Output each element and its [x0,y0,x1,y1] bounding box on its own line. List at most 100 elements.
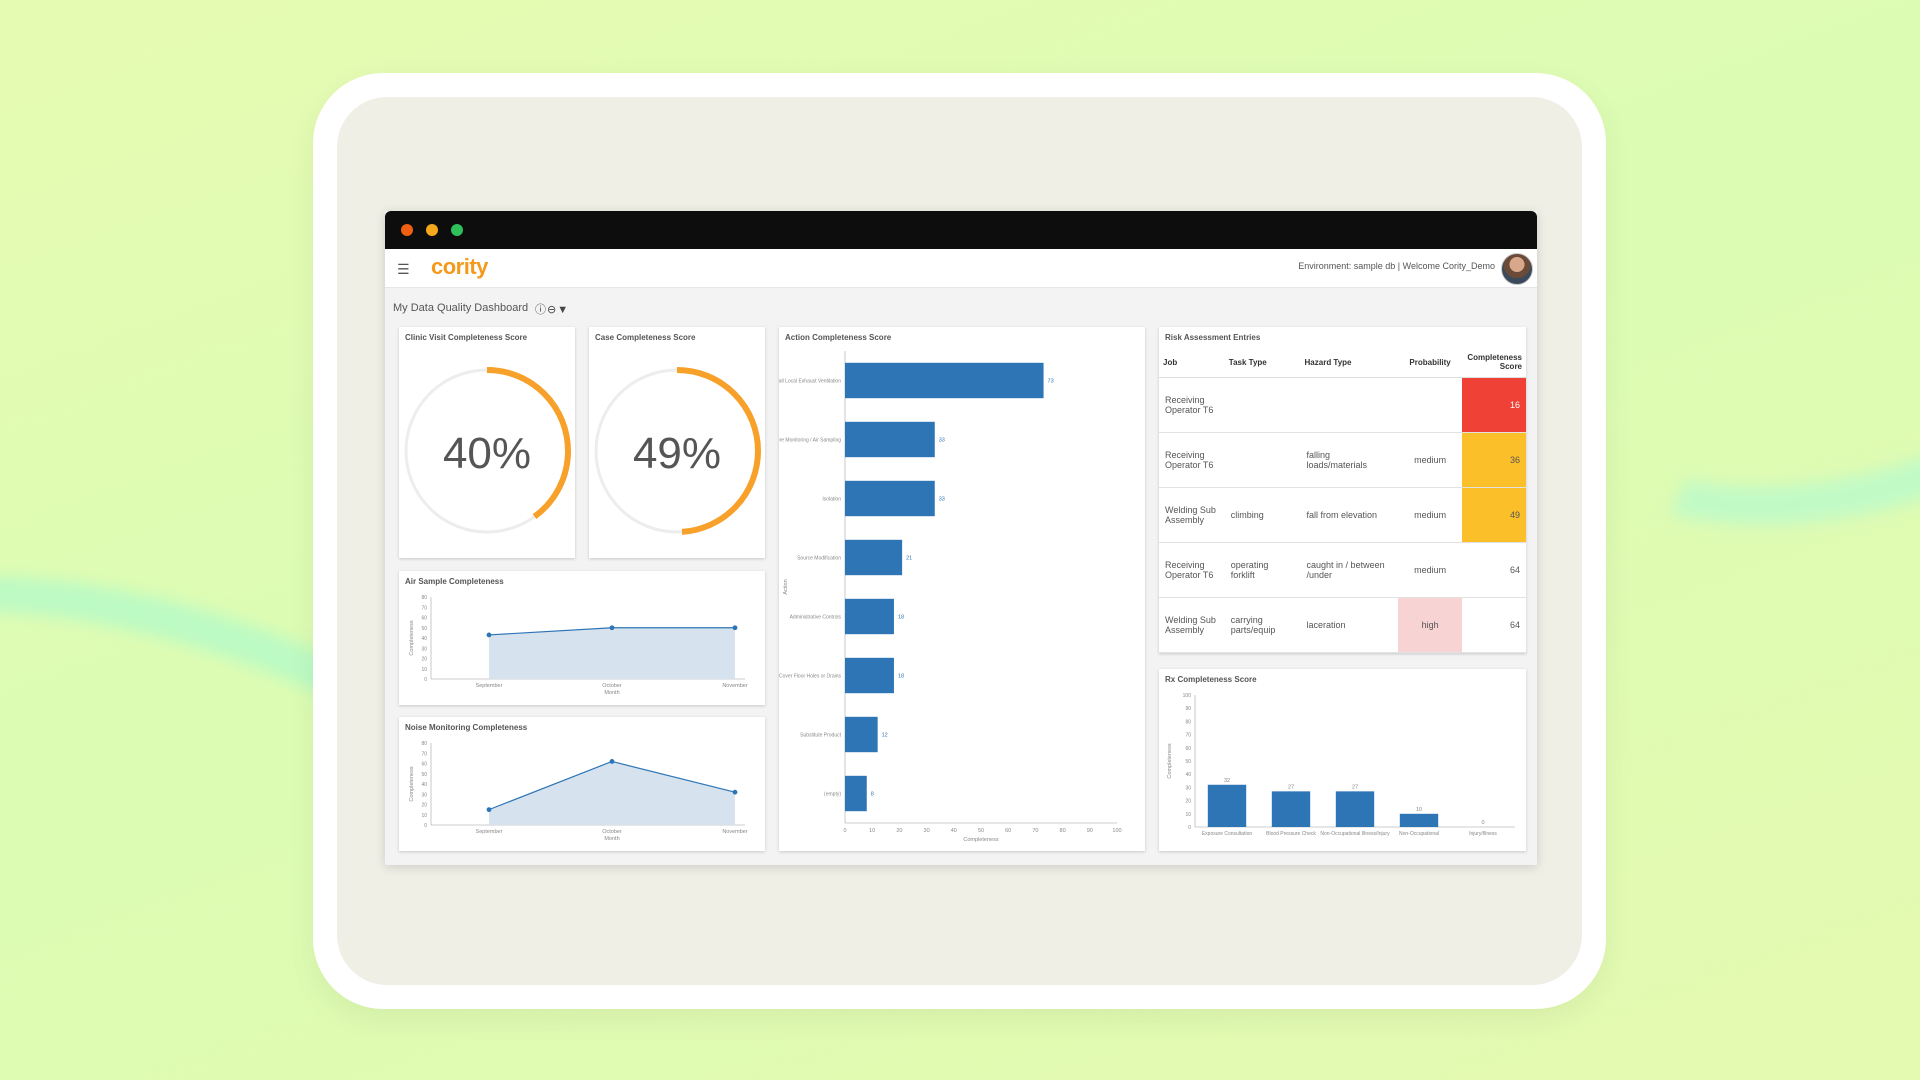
action-chart: 0 10 20 30 40 50 60 70 80 90 100 Completeness Action… [779,351,1122,843]
column-header[interactable]: Hazard Type [1300,347,1399,378]
y-tick-label: 80 [421,595,427,601]
series-area [489,627,735,679]
table-row[interactable]: Receiving Operator T6 operating forklift c… [1159,542,1526,598]
table-cell-task: operating forklift [1224,542,1301,598]
y-tick-label: 0 [1188,825,1191,831]
data-label: 0 [1481,820,1484,826]
y-tick-label: 60 [421,616,427,622]
rx-completeness-card: Rx Completeness Score 0 10 20 30 40 50 60 70 80 9… [1159,669,1526,851]
x-tick-label: 80 [1060,828,1066,834]
air-sample-chart: 0 10 20 30 40 50 60 70 80 September October Novembe… [409,595,748,696]
menu-icon[interactable]: ☰ [397,261,410,277]
gauge-value: 40% [442,429,532,478]
bar [1335,791,1375,827]
app-header: ☰ cority Environment: sample db | Welcom… [385,249,1537,288]
table-cell-probability: medium [1398,542,1462,598]
table-cell-job: Welding Sub Assembly [1159,597,1225,653]
table-cell-score: 16 [1461,377,1526,433]
action-completeness-card: Action Completeness Score 0 10 20 30 40 50 60 7… [779,327,1145,851]
maximize-dot[interactable] [451,224,463,236]
minus-icon[interactable]: ⊖ [547,304,558,316]
table-row[interactable]: Receiving Operator T6 falling loads/mater… [1159,432,1526,488]
gauge-arc [403,367,571,535]
x-tick-label: 0 [843,828,846,834]
data-point [732,625,738,631]
table-cell-probability: medium [1398,487,1462,543]
table-cell-score: 49 [1461,487,1526,543]
column-header[interactable]: Task Type [1224,347,1301,378]
card-title: Case Completeness Score [595,333,696,342]
table-cell-score: 36 [1461,432,1526,488]
x-tick-label: 60 [1005,828,1011,834]
table-row[interactable]: Welding Sub Assembly carrying parts/equip… [1159,597,1526,653]
y-tick-label: 70 [421,751,427,757]
bar [845,657,894,694]
gauge-arc [593,367,761,535]
avatar[interactable] [1501,253,1533,285]
dashboard-toolbar: ⓘ⊖▼ [535,301,569,317]
noise-monitoring-chart: 0 10 20 30 40 50 60 70 80 September October Novembe… [409,741,748,842]
y-tick-label: 10 [421,667,427,673]
table-cell-task: carrying parts/equip [1224,597,1301,653]
card-title: Rx Completeness Score [1165,675,1257,684]
browser-window: ☰ cority Environment: sample db | Welcom… [385,211,1537,865]
x-tick-label: Injury/Illness [1469,831,1497,837]
card-title: Air Sample Completeness [405,577,504,586]
table-cell-job: Welding Sub Assembly [1159,487,1225,543]
table-cell-hazard: laceration [1300,597,1399,653]
column-header[interactable]: Job [1159,347,1225,378]
data-label: 18 [898,674,904,680]
y-tick-label: 50 [421,626,427,632]
data-label: 32 [1224,778,1230,784]
minimize-dot[interactable] [426,224,438,236]
y-tick-label: 40 [1185,772,1191,778]
bar [1271,791,1311,827]
cority-logo[interactable]: cority [431,254,488,279]
table-row[interactable]: Welding Sub Assembly climbing fall from el… [1159,487,1526,543]
y-tick-label: 20 [421,657,427,663]
table-cell-hazard: falling loads/materials [1300,432,1399,488]
table-cell-hazard [1300,377,1399,433]
data-label: 18 [898,615,904,621]
noise-monitoring-card: Noise Monitoring Completeness 0 10 20 30 40 5… [399,717,765,851]
case-card: Case Completeness Score 49% [589,327,765,558]
gauge-value: 49% [632,429,722,478]
bar [845,480,935,517]
table-row[interactable]: Receiving Operator T6 16 [1159,377,1526,433]
y-tick-label: Install Local Exhaust Ventilation [779,379,841,385]
y-tick-label: Administrative Controls [790,615,842,621]
y-tick-label: Source Modification [797,556,841,562]
x-tick-label: 50 [978,828,984,834]
filter-icon[interactable]: ▼ [557,304,570,316]
column-header[interactable]: Completeness Score [1461,347,1526,378]
y-tick-label: 10 [1185,812,1191,818]
info-icon[interactable]: ⓘ [535,304,547,316]
x-tick-label: 90 [1087,828,1093,834]
x-tick-label: October [602,829,622,835]
y-tick-label: 80 [1185,719,1191,725]
y-tick-label: 90 [1185,706,1191,712]
data-point [486,807,492,813]
risk-table: Job Task Type Hazard Type Probability Co… [1159,347,1526,653]
table-cell-score: 64 [1461,542,1526,598]
table-cell-score: 64 [1461,597,1526,653]
data-point [486,632,492,638]
x-tick-label: 10 [869,828,875,834]
column-header[interactable]: Probability [1398,347,1462,378]
x-axis-label: Completeness [963,837,998,843]
close-dot[interactable] [401,224,413,236]
card-title: Clinic Visit Completeness Score [405,333,528,342]
x-axis-label: Month [604,690,619,696]
data-label: 27 [1352,784,1358,790]
y-tick-label: 100 [1183,693,1192,699]
page-title: My Data Quality Dashboard [393,302,529,314]
y-tick-label: 40 [421,782,427,788]
x-tick-label: September [476,829,503,835]
x-tick-label: Blood Pressure Check [1266,831,1316,837]
x-axis-label: Month [604,836,619,842]
y-tick-label: 60 [421,762,427,768]
y-tick-label: Isolation [822,497,841,503]
data-label: 12 [882,733,888,739]
x-tick-label: Non-Occupational [1399,831,1439,837]
table-cell-task [1224,432,1301,488]
